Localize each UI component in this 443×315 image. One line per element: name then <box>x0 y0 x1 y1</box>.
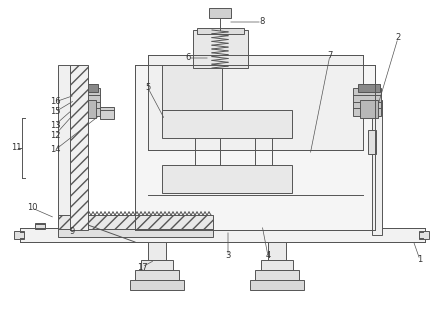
Bar <box>368 130 376 154</box>
Text: 11: 11 <box>11 144 21 152</box>
Bar <box>358 84 380 92</box>
Bar <box>58 229 213 237</box>
Text: 2: 2 <box>395 33 400 43</box>
Text: 4: 4 <box>265 251 271 261</box>
Bar <box>261 260 293 270</box>
Bar <box>250 280 304 290</box>
Bar <box>70 65 88 230</box>
Bar <box>419 231 429 239</box>
Text: 6: 6 <box>185 54 190 62</box>
Bar <box>130 280 184 290</box>
Text: 12: 12 <box>50 130 60 140</box>
Bar <box>162 65 222 110</box>
Bar <box>141 260 173 270</box>
Bar <box>135 270 179 280</box>
Bar <box>148 242 166 260</box>
Text: 14: 14 <box>50 146 60 154</box>
Bar <box>197 28 244 34</box>
Bar <box>353 88 381 116</box>
Bar <box>360 100 378 118</box>
Text: 13: 13 <box>50 121 60 129</box>
Text: 10: 10 <box>27 203 37 213</box>
Text: 16: 16 <box>50 98 60 106</box>
Bar <box>148 55 363 150</box>
Text: 3: 3 <box>225 251 231 261</box>
Text: 15: 15 <box>50 107 60 117</box>
Bar <box>14 231 24 239</box>
Text: 17: 17 <box>137 262 148 272</box>
Text: 9: 9 <box>70 227 74 237</box>
Text: 8: 8 <box>259 18 264 26</box>
Bar <box>58 65 70 230</box>
Bar <box>162 165 292 193</box>
Bar <box>58 215 213 229</box>
Text: 5: 5 <box>145 83 151 93</box>
Text: 1: 1 <box>417 255 423 265</box>
Bar <box>100 107 114 119</box>
Bar <box>162 110 292 138</box>
Bar <box>76 84 98 92</box>
Bar <box>20 228 425 242</box>
Bar <box>193 30 248 68</box>
Bar <box>35 223 45 229</box>
Bar <box>372 100 382 235</box>
Bar <box>255 270 299 280</box>
Bar <box>268 242 286 260</box>
Text: 7: 7 <box>327 50 333 60</box>
Bar <box>78 100 96 118</box>
Bar <box>135 65 375 230</box>
Bar <box>72 88 100 116</box>
Bar <box>209 8 231 18</box>
